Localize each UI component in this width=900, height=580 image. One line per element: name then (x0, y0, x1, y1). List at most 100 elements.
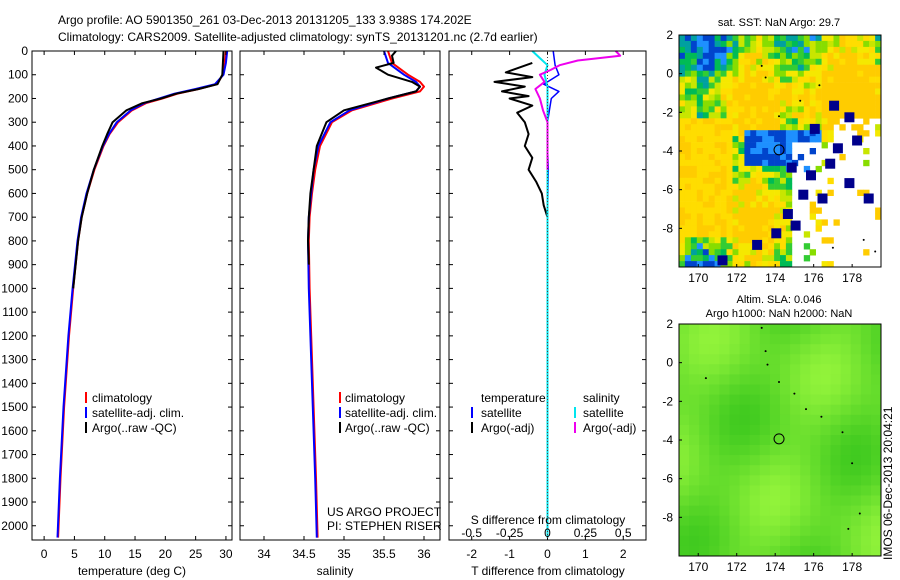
sst-cell (708, 142, 715, 149)
map-y-tick-label: -2 (662, 394, 673, 408)
sst-cell (726, 177, 733, 185)
legend2-satellite: satellite-adj. clim. (345, 406, 437, 420)
sst-cell (803, 243, 811, 250)
sst-cell (684, 183, 692, 190)
sla-cell (699, 445, 710, 456)
sla-cell (780, 515, 791, 527)
sst-cell (714, 58, 721, 66)
sst-cell (708, 82, 715, 89)
sst-cell (875, 70, 882, 77)
sst-cell (744, 88, 751, 95)
sla-cell (870, 364, 882, 375)
sla-cell (820, 384, 831, 395)
sst-cell (679, 231, 686, 238)
map-x-tick-label: 170 (688, 560, 708, 574)
sst-cell (702, 112, 710, 119)
sla-cell (699, 495, 710, 506)
sst-cell (738, 165, 745, 173)
sla-cell (739, 394, 751, 406)
sst-cell (750, 201, 757, 208)
sst-cell (696, 106, 704, 113)
sst-cell (696, 40, 704, 48)
sst-cell (679, 52, 686, 60)
sst-cell (791, 58, 799, 66)
sst-cell (738, 46, 745, 54)
sla-cell (679, 475, 690, 486)
sla-cell (800, 445, 811, 456)
sst-cell (791, 106, 799, 113)
sst-cell (738, 100, 745, 107)
sst-cell (690, 195, 698, 202)
sla-cell (729, 545, 740, 557)
sla-cell (739, 455, 751, 466)
island-dot (764, 350, 767, 353)
sla-cell (739, 374, 751, 385)
sla-cell (860, 435, 872, 446)
sst-cell (785, 40, 793, 48)
sst-cell (815, 88, 822, 95)
sla-cell (800, 404, 811, 416)
sst-cell (785, 46, 793, 54)
sla-cell (719, 404, 730, 416)
sla-cell (870, 505, 882, 517)
sst-cell (762, 213, 769, 220)
sla-cell (780, 374, 791, 385)
sla-cell (739, 475, 751, 486)
sst-cell (726, 154, 733, 161)
sst-mask-cell (790, 220, 801, 231)
sla-cell (729, 535, 740, 547)
sla-cell (840, 344, 852, 355)
sst-cell (869, 76, 876, 83)
sst-cell (696, 189, 704, 196)
sst-mask-cell (798, 189, 809, 200)
sla-cell (840, 455, 852, 466)
sst-cell (702, 183, 710, 190)
sst-cell (762, 136, 769, 143)
sst-cell (869, 100, 876, 107)
sla-cell (769, 495, 781, 506)
sst-cell (696, 46, 704, 54)
sla-cell (729, 495, 740, 506)
x-tick-label: 10 (98, 547, 112, 561)
sla-cell (689, 334, 700, 345)
sla-cell (699, 344, 710, 355)
sst-cell (797, 100, 805, 107)
sst-cell (744, 159, 751, 167)
map-x-tick-label: 174 (765, 271, 785, 285)
sst-cell (750, 225, 757, 232)
sst-cell (744, 237, 751, 244)
sst-cell (774, 183, 781, 190)
legend3-targo: Argo(-adj) (481, 421, 534, 435)
sla-cell (699, 404, 710, 416)
sst-cell (679, 148, 686, 155)
sst-cell (690, 130, 698, 137)
sst-cell (774, 118, 781, 125)
sst-cell (732, 130, 739, 137)
island-dot (858, 512, 861, 515)
series-line-2 (56, 50, 229, 538)
sst-cell (714, 183, 721, 190)
sst-cell (863, 64, 870, 71)
sst-cell (732, 124, 739, 131)
depth-tick-label: 1900 (1, 495, 28, 509)
sla-cell (840, 515, 852, 527)
sst-cell (762, 154, 769, 161)
sst-cell (714, 231, 721, 238)
x-tick-label: 1 (582, 547, 589, 561)
sst-cell (815, 35, 822, 42)
sst-cell (756, 94, 763, 101)
sst-cell (791, 64, 799, 71)
sst-cell (780, 237, 787, 244)
sst-cell (684, 142, 692, 149)
sst-cell (780, 201, 787, 208)
sst-mask-cell (782, 209, 793, 219)
x-tick-label: 25 (189, 547, 203, 561)
depth-tick-label: 1700 (1, 448, 28, 462)
sst-cell (714, 154, 721, 161)
sst-cell (875, 58, 882, 66)
sst-cell (690, 64, 698, 71)
sst-cell (679, 249, 686, 256)
sst-cell (827, 112, 834, 119)
sst-cell (702, 261, 710, 268)
sst-cell (738, 88, 745, 95)
